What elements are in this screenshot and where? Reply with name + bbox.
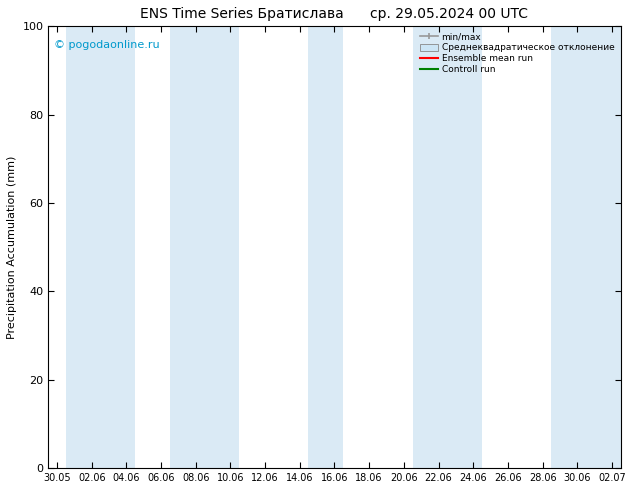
Bar <box>309 26 343 468</box>
Bar <box>413 26 447 468</box>
Bar <box>551 26 586 468</box>
Bar <box>100 26 135 468</box>
Bar <box>66 26 100 468</box>
Bar <box>447 26 482 468</box>
Legend: min/max, Среднеквадратическое отклонение, Ensemble mean run, Controll run: min/max, Среднеквадратическое отклонение… <box>418 31 616 76</box>
Bar <box>586 26 621 468</box>
Y-axis label: Precipitation Accumulation (mm): Precipitation Accumulation (mm) <box>7 155 17 339</box>
Text: © pogodaonline.ru: © pogodaonline.ru <box>54 40 160 49</box>
Title: ENS Time Series Братислава      ср. 29.05.2024 00 UTC: ENS Time Series Братислава ср. 29.05.202… <box>141 7 529 21</box>
Bar <box>170 26 204 468</box>
Bar <box>204 26 239 468</box>
